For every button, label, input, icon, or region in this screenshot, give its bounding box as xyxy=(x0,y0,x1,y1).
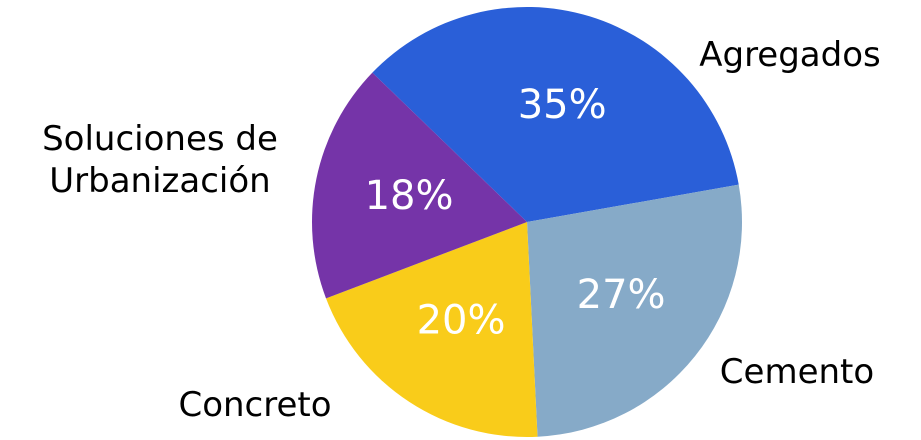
pie-slice xyxy=(527,184,742,437)
pie-slice xyxy=(326,222,538,437)
value-label: 27% xyxy=(577,272,666,318)
pie-slice xyxy=(312,72,527,299)
category-label: Agregados xyxy=(699,35,881,75)
value-label: 18% xyxy=(365,173,454,219)
category-label: Soluciones de Urbanización xyxy=(42,119,278,201)
pie-slice xyxy=(372,7,739,222)
value-label: 20% xyxy=(417,298,506,344)
category-label: Concreto xyxy=(178,385,332,425)
value-label: 35% xyxy=(518,82,607,128)
category-label: Cemento xyxy=(719,352,875,392)
